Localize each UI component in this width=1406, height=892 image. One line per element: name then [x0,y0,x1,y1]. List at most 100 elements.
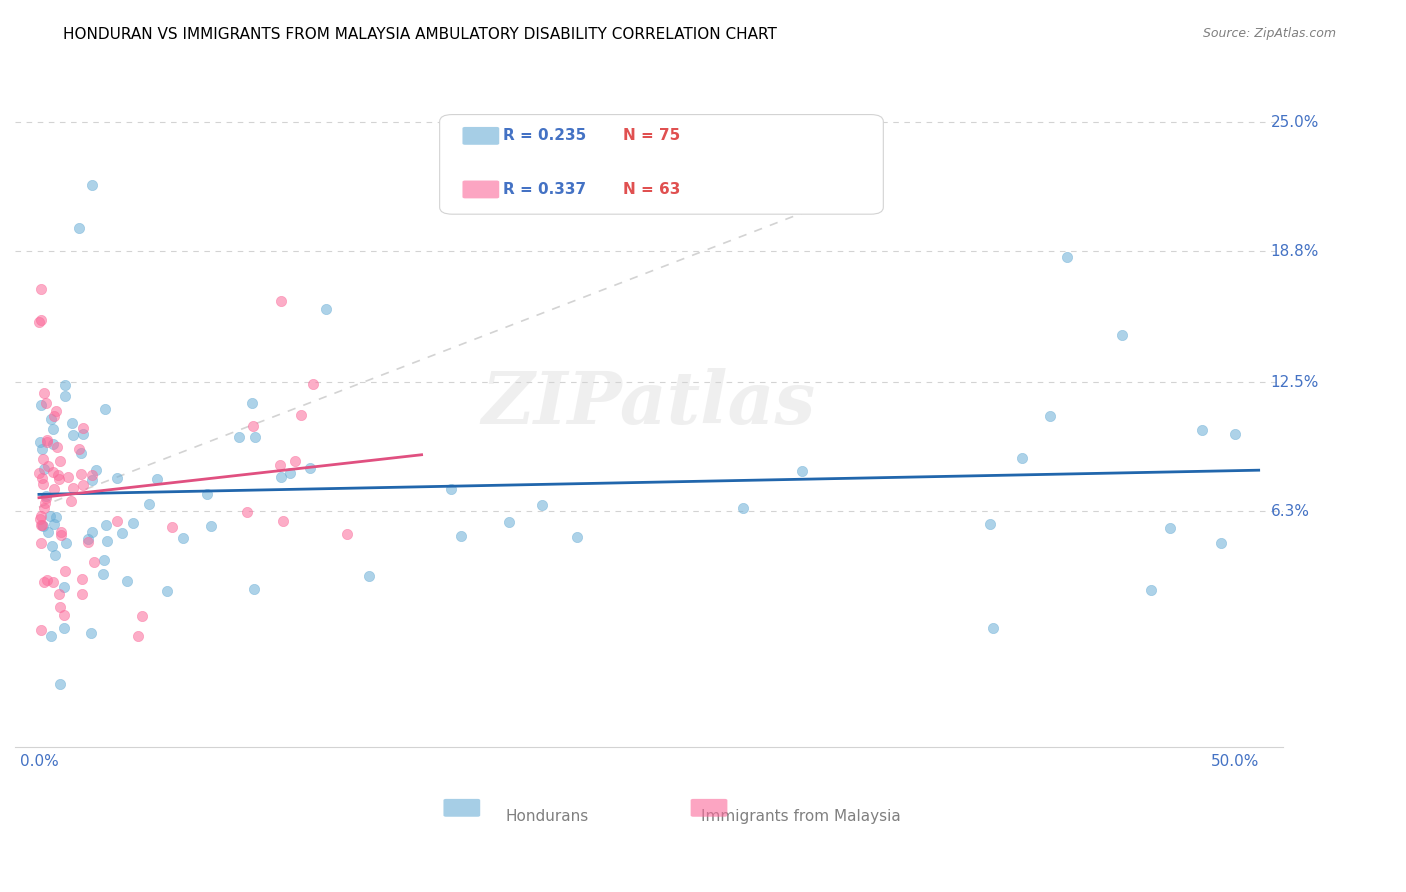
Hondurans [30,434,52,449]
Immigrants from Malaysia [44,482,66,496]
Hondurans [39,629,62,643]
Hondurans [38,508,60,523]
Immigrants from Malaysia [69,467,91,481]
FancyBboxPatch shape [463,180,499,198]
Immigrants from Malaysia [72,573,94,587]
Text: 6.3%: 6.3% [1271,504,1309,519]
Hondurans [41,539,63,553]
Immigrants from Malaysia [35,491,58,506]
Immigrants from Malaysia [77,535,100,549]
Immigrants from Malaysia [290,409,312,423]
Immigrants from Malaysia [72,587,94,601]
Immigrants from Malaysia [30,518,52,533]
Text: N = 63: N = 63 [623,182,681,197]
Text: 12.5%: 12.5% [1271,375,1319,390]
Immigrants from Malaysia [37,459,59,474]
Immigrants from Malaysia [283,454,305,468]
Hondurans [1011,451,1033,466]
Immigrants from Malaysia [127,629,149,643]
Immigrants from Malaysia [48,599,70,614]
Hondurans [1191,423,1213,437]
Hondurans [37,525,59,540]
Text: N = 75: N = 75 [623,128,681,144]
Immigrants from Malaysia [46,468,69,483]
Hondurans [450,529,472,543]
Immigrants from Malaysia [242,419,264,434]
Hondurans [315,302,337,317]
Hondurans [96,533,118,548]
Immigrants from Malaysia [72,421,94,435]
Immigrants from Malaysia [31,452,53,467]
Text: 18.8%: 18.8% [1271,244,1319,259]
Hondurans [69,446,91,460]
Immigrants from Malaysia [32,500,55,515]
Hondurans [91,566,114,581]
Immigrants from Malaysia [53,564,76,578]
Hondurans [146,472,169,486]
Hondurans [117,574,139,589]
Hondurans [42,422,65,436]
Hondurans [77,533,100,547]
Hondurans [49,677,72,691]
Hondurans [42,437,65,451]
Hondurans [1111,328,1133,343]
Immigrants from Malaysia [51,524,73,539]
Hondurans [981,621,1004,635]
Hondurans [30,398,52,412]
Hondurans [1209,535,1232,549]
Text: Immigrants from Malaysia: Immigrants from Malaysia [702,808,901,823]
Immigrants from Malaysia [45,440,67,454]
Hondurans [39,412,62,426]
Hondurans [122,516,145,531]
Hondurans [242,582,264,596]
Immigrants from Malaysia [52,608,75,623]
Text: HONDURAN VS IMMIGRANTS FROM MALAYSIA AMBULATORY DISABILITY CORRELATION CHART: HONDURAN VS IMMIGRANTS FROM MALAYSIA AMB… [63,27,778,42]
Immigrants from Malaysia [30,313,52,327]
Hondurans [80,626,103,640]
FancyBboxPatch shape [463,127,499,145]
Immigrants from Malaysia [30,508,52,523]
Immigrants from Malaysia [37,434,59,449]
FancyBboxPatch shape [440,114,883,214]
Hondurans [32,462,55,476]
Immigrants from Malaysia [34,496,56,510]
Immigrants from Malaysia [35,573,58,587]
Immigrants from Malaysia [31,477,53,491]
Hondurans [1159,521,1181,535]
Hondurans [84,463,107,477]
Hondurans [243,430,266,444]
Hondurans [94,518,117,533]
Hondurans [60,416,83,430]
Immigrants from Malaysia [105,514,128,528]
FancyBboxPatch shape [690,799,727,817]
Hondurans [439,482,461,496]
Hondurans [105,471,128,485]
Hondurans [1039,409,1062,424]
Hondurans [42,517,65,532]
Text: Source: ZipAtlas.com: Source: ZipAtlas.com [1202,27,1336,40]
Hondurans [80,525,103,540]
Hondurans [44,548,66,562]
Hondurans [156,583,179,598]
Hondurans [498,515,520,529]
Immigrants from Malaysia [28,512,51,526]
Hondurans [53,378,76,392]
Hondurans [1223,427,1246,442]
Hondurans [1056,251,1078,265]
Immigrants from Malaysia [301,376,323,391]
Immigrants from Malaysia [83,555,105,569]
Hondurans [731,501,754,516]
Hondurans [565,530,588,544]
Immigrants from Malaysia [67,442,90,457]
Hondurans [45,509,67,524]
Text: Hondurans: Hondurans [506,808,589,823]
Immigrants from Malaysia [72,478,94,492]
Text: R = 0.235: R = 0.235 [503,128,586,144]
Hondurans [82,473,104,487]
Immigrants from Malaysia [30,535,52,549]
Hondurans [31,442,53,457]
Hondurans [359,569,381,583]
Immigrants from Malaysia [235,505,257,519]
Immigrants from Malaysia [160,520,183,534]
Immigrants from Malaysia [32,385,55,400]
